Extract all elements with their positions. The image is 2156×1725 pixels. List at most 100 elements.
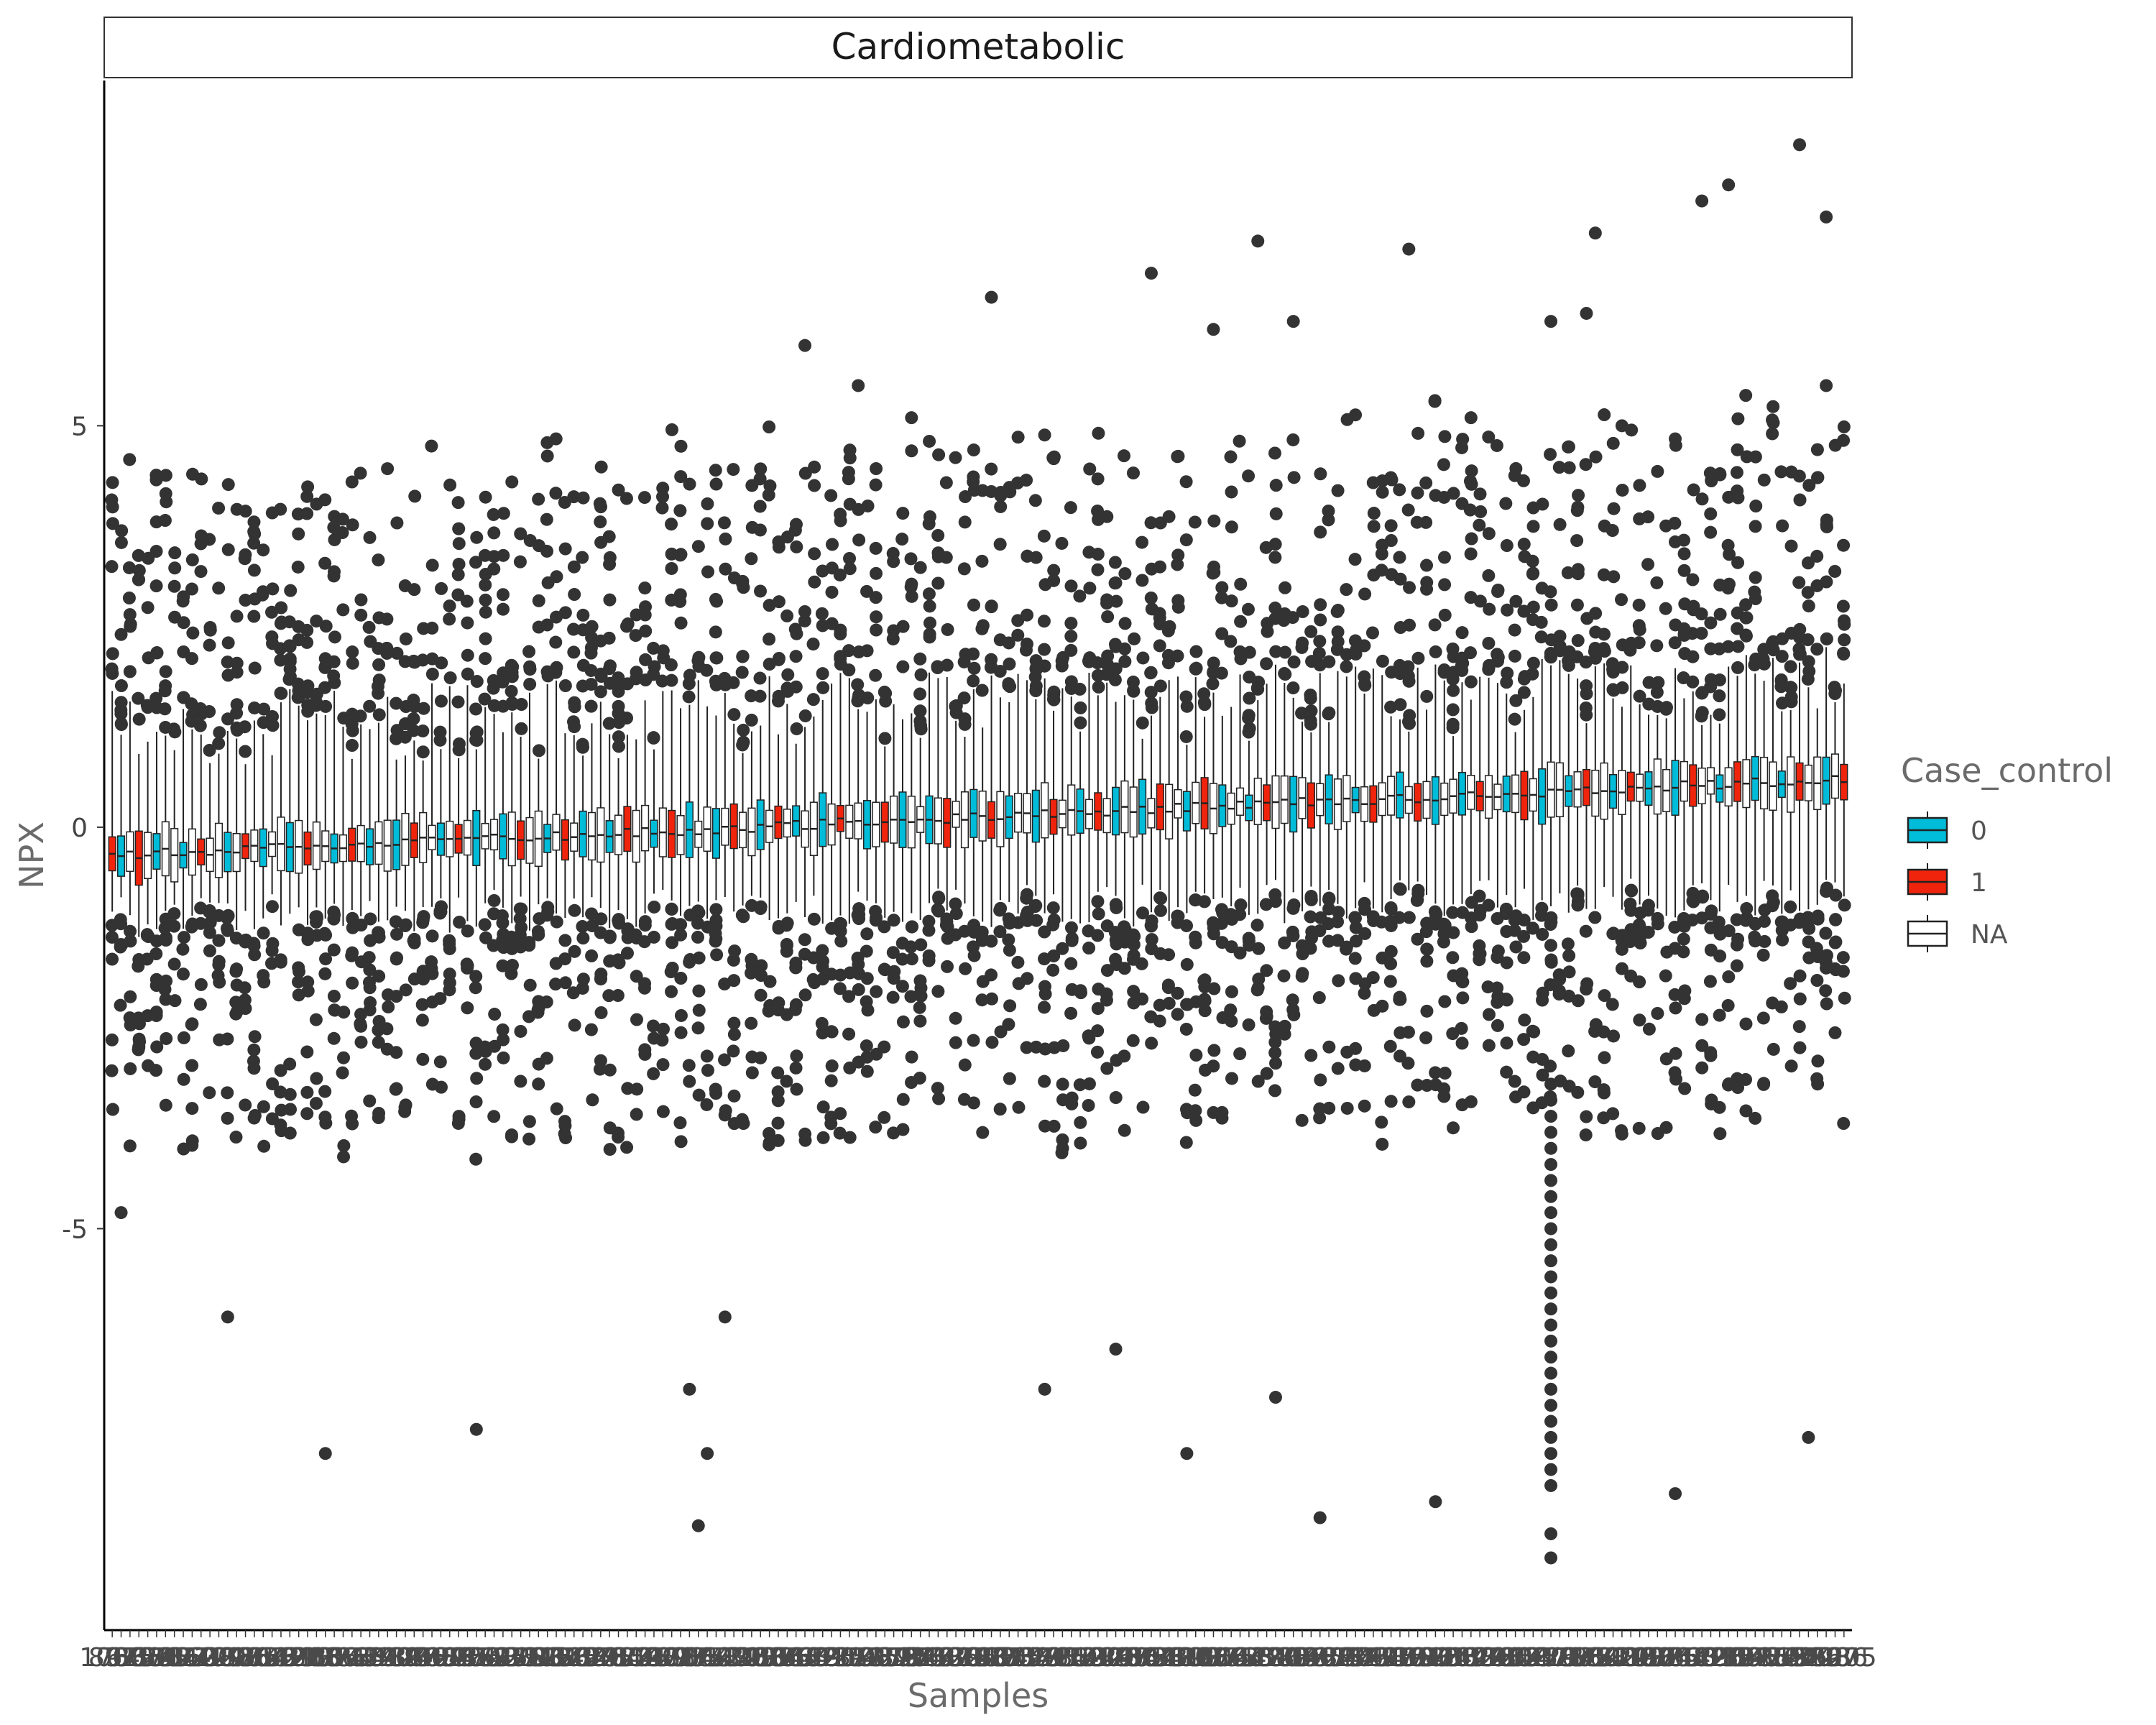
- outlier-point: [1634, 937, 1647, 950]
- outlier-point: [558, 542, 572, 556]
- outlier-point: [185, 582, 198, 596]
- outlier-point: [1332, 906, 1345, 919]
- x-tick-label: 7386: [914, 1643, 980, 1673]
- outlier-point: [584, 678, 598, 691]
- legend-label: NA: [1971, 920, 2008, 949]
- outlier-point: [656, 1058, 670, 1072]
- outlier-point: [1314, 598, 1327, 612]
- outlier-point: [284, 584, 298, 597]
- outlier-point: [585, 620, 599, 633]
- outlier-point: [1277, 969, 1291, 983]
- outlier-point: [1482, 569, 1496, 582]
- outlier-point: [922, 914, 936, 928]
- outlier-point: [638, 1043, 652, 1057]
- outlier-point: [1375, 1116, 1388, 1129]
- outlier-point: [1037, 529, 1051, 543]
- outlier-point: [1064, 675, 1078, 689]
- outlier-point: [842, 644, 856, 658]
- outlier-point: [203, 533, 216, 546]
- outlier-point: [904, 580, 918, 594]
- x-tick-label: 4947: [195, 1643, 261, 1673]
- outlier-point: [1340, 1101, 1354, 1115]
- outlier-point: [780, 1075, 793, 1088]
- outlier-point: [389, 1082, 402, 1096]
- outlier-point: [1073, 1078, 1087, 1092]
- outlier-point: [647, 731, 660, 745]
- outlier-point: [194, 978, 208, 991]
- outlier-point: [1482, 898, 1496, 912]
- outlier-point: [1739, 1072, 1753, 1086]
- x-tick-label: 8140: [612, 1643, 678, 1673]
- outlier-point: [1580, 306, 1593, 320]
- outlier-point: [1793, 1041, 1807, 1054]
- outlier-point: [700, 1098, 714, 1111]
- x-tick-label: 8542: [239, 1643, 305, 1673]
- outlier-point: [1784, 690, 1798, 704]
- outlier-point: [283, 1126, 297, 1140]
- outlier-point: [664, 965, 678, 979]
- outlier-point: [1508, 649, 1521, 663]
- outlier-point: [1162, 996, 1176, 1010]
- outlier-point: [798, 709, 812, 722]
- x-tick-label: 9573: [674, 1643, 740, 1673]
- outlier-point: [1544, 1206, 1558, 1220]
- outlier-point: [1136, 651, 1150, 665]
- outlier-point: [1508, 1075, 1521, 1088]
- outlier-point: [674, 616, 688, 630]
- outlier-point: [1802, 599, 1815, 613]
- outlier-point: [763, 1126, 776, 1140]
- outlier-point: [905, 1050, 918, 1064]
- outlier-point: [1482, 1039, 1496, 1052]
- outlier-point: [328, 908, 341, 921]
- outlier-point: [1118, 642, 1131, 656]
- outlier-point: [1100, 987, 1113, 1000]
- outlier-point: [1234, 898, 1248, 911]
- outlier-point: [869, 1121, 883, 1134]
- outlier-point: [1616, 681, 1629, 694]
- outlier-point: [300, 1085, 314, 1099]
- outlier-point: [834, 917, 847, 931]
- outlier-point: [221, 1310, 234, 1324]
- outlier-point: [1756, 948, 1770, 962]
- outlier-point: [1286, 681, 1300, 695]
- outlier-point: [1419, 1031, 1433, 1044]
- outlier-point: [452, 522, 466, 535]
- outlier-point: [1561, 937, 1575, 951]
- outlier-point: [558, 1115, 571, 1128]
- outlier-point: [300, 489, 314, 503]
- outlier-point: [594, 500, 607, 514]
- outlier-point: [213, 975, 226, 989]
- outlier-point: [1118, 962, 1131, 975]
- outlier-point: [1491, 648, 1504, 661]
- outlier-point: [1633, 975, 1646, 989]
- outlier-point: [1579, 924, 1593, 938]
- outlier-point: [939, 918, 953, 932]
- outlier-point: [399, 632, 413, 645]
- outlier-point: [1269, 507, 1283, 520]
- outlier-point: [922, 587, 936, 601]
- outlier-point: [1242, 1018, 1256, 1031]
- outlier-point: [1544, 1463, 1558, 1476]
- x-tick-label: 6632: [1216, 1643, 1282, 1673]
- outlier-point: [621, 1082, 635, 1095]
- x-tick-label: 3741: [1314, 1643, 1380, 1673]
- outlier-point: [1296, 605, 1309, 619]
- outlier-point: [665, 518, 678, 531]
- outlier-point: [132, 548, 145, 562]
- outlier-point: [292, 965, 306, 978]
- x-tick-label: 6230: [1589, 1643, 1655, 1673]
- outlier-point: [1029, 898, 1043, 912]
- outlier-point: [540, 449, 554, 463]
- outlier-point: [1100, 1062, 1114, 1075]
- outlier-point: [719, 1104, 732, 1118]
- outlier-point: [1242, 932, 1256, 945]
- outlier-point: [568, 696, 581, 709]
- outlier-point: [1544, 1254, 1558, 1268]
- outlier-point: [1269, 645, 1283, 658]
- outlier-point: [1179, 1022, 1193, 1036]
- outlier-point: [1358, 896, 1371, 910]
- outlier-point: [550, 915, 563, 929]
- outlier-point: [763, 632, 776, 646]
- outlier-point: [452, 737, 466, 750]
- outlier-point: [691, 916, 704, 930]
